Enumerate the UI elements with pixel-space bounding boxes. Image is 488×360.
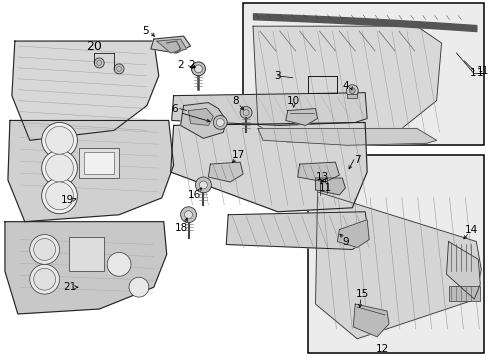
Text: 14: 14 (464, 225, 477, 235)
Text: -1: -1 (477, 66, 488, 76)
Text: 16: 16 (187, 190, 201, 200)
Circle shape (45, 182, 73, 210)
Polygon shape (150, 36, 190, 53)
Text: 8: 8 (231, 96, 238, 105)
Text: 5: 5 (142, 26, 149, 36)
Circle shape (41, 178, 77, 214)
Text: 3: 3 (274, 71, 281, 81)
Polygon shape (8, 121, 173, 222)
Bar (79, 148, 119, 178)
Polygon shape (315, 178, 345, 195)
Text: 1: 1 (476, 66, 482, 76)
Circle shape (194, 65, 202, 73)
Circle shape (45, 154, 73, 182)
Bar (243, 3, 483, 145)
Polygon shape (5, 222, 166, 314)
Circle shape (107, 252, 131, 276)
Circle shape (41, 150, 77, 186)
Circle shape (213, 116, 227, 129)
Text: 17: 17 (231, 150, 244, 160)
Text: 21: 21 (62, 282, 76, 292)
Text: 2: 2 (177, 60, 183, 70)
Text: 6: 6 (171, 104, 178, 113)
Bar (447, 286, 479, 301)
Circle shape (240, 107, 251, 118)
Circle shape (216, 118, 224, 126)
Circle shape (199, 181, 207, 189)
Circle shape (184, 211, 192, 219)
Circle shape (191, 62, 205, 76)
Text: 1: 1 (469, 68, 476, 78)
Circle shape (34, 268, 56, 290)
Polygon shape (252, 26, 441, 142)
Circle shape (34, 239, 56, 260)
Circle shape (195, 177, 211, 193)
Polygon shape (12, 41, 159, 140)
Bar (307, 155, 483, 353)
Polygon shape (285, 109, 317, 125)
Polygon shape (188, 109, 213, 125)
Text: 20: 20 (86, 40, 102, 53)
Polygon shape (226, 212, 368, 249)
Bar (84, 152, 114, 174)
Text: 19: 19 (61, 195, 74, 205)
Text: 7: 7 (353, 155, 360, 165)
Circle shape (45, 126, 73, 154)
Polygon shape (315, 192, 480, 339)
Circle shape (41, 122, 77, 158)
Polygon shape (352, 304, 388, 337)
Text: 9: 9 (341, 237, 348, 247)
Bar (346, 94, 357, 98)
Polygon shape (171, 93, 366, 125)
Circle shape (180, 207, 196, 223)
Circle shape (346, 85, 358, 96)
Polygon shape (297, 162, 339, 182)
Text: 4: 4 (341, 81, 348, 91)
Text: 13: 13 (315, 172, 328, 182)
Circle shape (30, 264, 60, 294)
Polygon shape (170, 122, 366, 212)
Circle shape (348, 88, 354, 94)
Text: 11: 11 (318, 183, 331, 193)
Circle shape (94, 58, 104, 68)
Text: 12: 12 (375, 344, 388, 354)
Polygon shape (446, 242, 479, 299)
Polygon shape (208, 162, 243, 182)
Polygon shape (157, 39, 186, 53)
Polygon shape (180, 103, 226, 138)
Polygon shape (337, 220, 368, 247)
Circle shape (30, 235, 60, 264)
Text: 1: 1 (476, 68, 482, 78)
Text: 15: 15 (355, 289, 368, 299)
Text: 2: 2 (188, 60, 194, 70)
Circle shape (129, 277, 148, 297)
Text: 10: 10 (286, 96, 300, 105)
Text: 18: 18 (175, 222, 188, 233)
Bar (69, 237, 104, 271)
Polygon shape (258, 129, 436, 145)
Circle shape (114, 64, 124, 74)
